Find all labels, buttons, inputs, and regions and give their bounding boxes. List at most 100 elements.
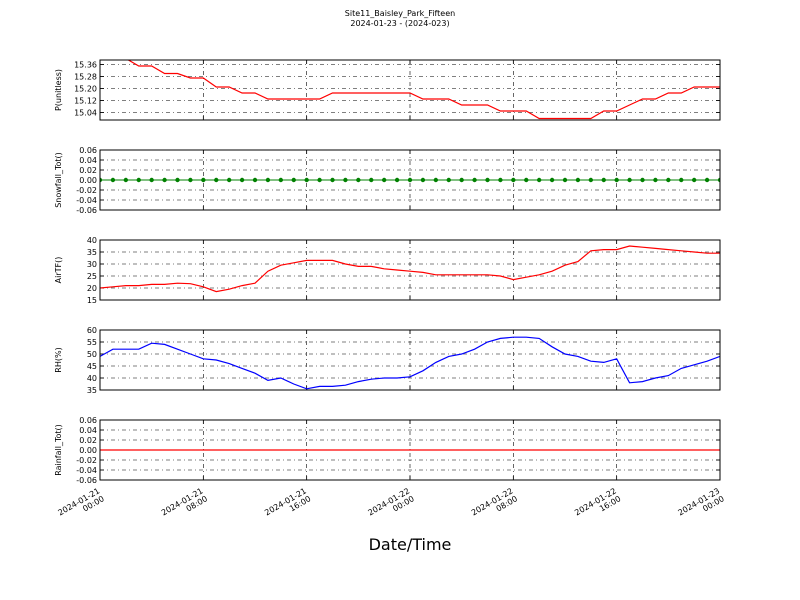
- data-point: [420, 177, 426, 183]
- data-point: [472, 177, 477, 183]
- axes-frame: [99, 239, 721, 301]
- data-point: [239, 177, 245, 183]
- data-point: [640, 177, 645, 183]
- data-point: [549, 177, 555, 183]
- data-point: [100, 177, 103, 183]
- y-tick-label: 20: [87, 284, 97, 293]
- y-tick-label: 50: [87, 350, 97, 359]
- x-axis-label: Date/Time: [369, 535, 452, 554]
- y-tick-label: 15.28: [74, 73, 97, 82]
- data-point: [149, 177, 154, 183]
- data-point: [188, 177, 193, 183]
- data-point: [265, 177, 271, 183]
- y-tick-label: 15.20: [74, 85, 97, 94]
- data-point: [524, 177, 529, 183]
- data-point: [511, 177, 516, 183]
- y-tick-label: -0.04: [76, 196, 97, 205]
- chart-title: Site11_Baisley_Park_Fifteen: [345, 9, 455, 18]
- data-point: [356, 177, 361, 183]
- data-point: [666, 177, 671, 183]
- y-tick-label: -0.02: [76, 186, 97, 195]
- data-point: [717, 177, 720, 183]
- y-tick-label: 0.06: [79, 146, 97, 155]
- y-tick-label: 0.04: [79, 156, 97, 165]
- y-tick-label: 0.00: [79, 176, 97, 185]
- y-tick-label: 35: [87, 386, 97, 395]
- data-line: [127, 60, 720, 120]
- data-point: [614, 177, 619, 183]
- data-point: [588, 177, 594, 183]
- y-tick-label: 0.00: [79, 446, 97, 455]
- y-tick-label: 0.02: [79, 166, 97, 175]
- data-point: [278, 177, 284, 183]
- data-point: [407, 177, 413, 183]
- data-point: [498, 177, 503, 183]
- data-point: [123, 177, 129, 183]
- y-tick-label: 0.02: [79, 436, 97, 445]
- y-axis-label: Snowfall_Tot(): [54, 152, 63, 208]
- y-tick-label: 40: [87, 374, 97, 383]
- plot-area: [100, 336, 720, 390]
- y-tick-label: -0.06: [76, 476, 97, 485]
- y-axis-label: P(unitless): [54, 69, 63, 111]
- data-point: [627, 177, 632, 183]
- y-tick-label: -0.06: [76, 206, 97, 215]
- y-tick-label: 25: [87, 272, 97, 281]
- data-point: [691, 177, 697, 183]
- y-tick-label: 55: [87, 338, 97, 347]
- plot-area: [100, 177, 720, 183]
- y-tick-label: 60: [87, 326, 97, 335]
- data-point: [446, 177, 451, 183]
- y-tick-label: 45: [87, 362, 97, 371]
- axes-frame: [99, 329, 721, 391]
- data-point: [226, 177, 232, 183]
- data-point: [252, 177, 258, 183]
- data-point: [381, 177, 387, 183]
- plot-area: [127, 60, 720, 120]
- y-tick-label: 35: [87, 248, 97, 257]
- chart-subtitle: 2024-01-23 - (2024-023): [350, 19, 449, 28]
- data-point: [317, 177, 322, 183]
- data-point: [110, 177, 116, 183]
- y-tick-label: -0.02: [76, 456, 97, 465]
- data-point: [704, 177, 710, 183]
- y-tick-label: 40: [87, 236, 97, 245]
- data-line: [100, 245, 720, 293]
- data-point: [214, 177, 219, 183]
- data-point: [330, 177, 335, 183]
- y-axis-label: AirTF(): [54, 257, 63, 284]
- axes-frame: [99, 419, 721, 481]
- data-point: [369, 177, 374, 183]
- axes-frame: [99, 149, 721, 211]
- data-point: [201, 177, 206, 183]
- data-point: [291, 177, 296, 183]
- y-axis-label: RH(%): [54, 347, 63, 372]
- y-tick-label: 30: [87, 260, 97, 269]
- data-point: [175, 177, 180, 183]
- data-point: [485, 177, 490, 183]
- y-tick-label: 15.04: [74, 109, 97, 118]
- data-point: [679, 177, 684, 183]
- y-tick-label: 15.12: [74, 97, 97, 106]
- data-point: [562, 177, 568, 183]
- data-point: [343, 177, 348, 183]
- data-point: [304, 177, 309, 183]
- y-tick-label: 0.04: [79, 426, 97, 435]
- data-point: [575, 177, 581, 183]
- data-point: [394, 177, 400, 183]
- data-point: [536, 177, 542, 183]
- data-point: [433, 177, 439, 183]
- y-tick-label: 0.06: [79, 416, 97, 425]
- data-point: [162, 177, 167, 183]
- data-point: [136, 177, 141, 183]
- data-point: [653, 177, 658, 183]
- data-point: [459, 177, 464, 183]
- plot-area: [100, 245, 720, 293]
- axes-frame: [99, 59, 721, 121]
- y-tick-label: -0.04: [76, 466, 97, 475]
- y-tick-label: 15: [87, 296, 97, 305]
- y-axis-label: Rainfall_Tot(): [54, 424, 63, 476]
- data-line: [100, 336, 720, 390]
